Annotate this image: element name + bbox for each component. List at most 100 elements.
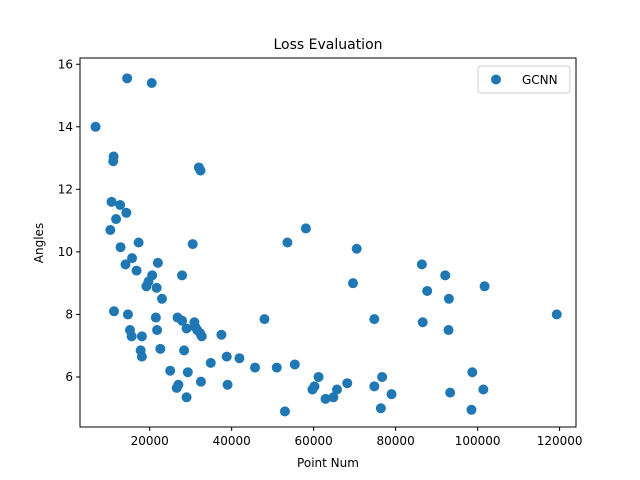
y-tick-label: 12 xyxy=(58,182,73,196)
data-point xyxy=(443,293,454,304)
y-tick-label: 10 xyxy=(58,245,73,259)
data-point xyxy=(146,78,157,89)
data-point xyxy=(121,207,132,218)
data-point xyxy=(109,306,120,317)
data-point xyxy=(90,121,101,132)
data-point xyxy=(177,270,188,281)
data-point xyxy=(479,281,490,292)
data-point xyxy=(289,359,300,370)
data-point xyxy=(478,384,489,395)
data-point xyxy=(422,285,433,296)
data-point xyxy=(127,253,138,264)
data-point xyxy=(440,270,451,281)
plot-frame xyxy=(79,57,577,428)
data-point xyxy=(282,237,293,248)
data-point xyxy=(195,165,206,176)
data-point xyxy=(177,315,188,326)
data-point xyxy=(106,196,117,207)
data-point xyxy=(181,323,192,334)
data-point xyxy=(313,371,324,382)
data-point xyxy=(386,389,397,400)
data-point xyxy=(417,317,428,328)
chart-title: Loss Evaluation xyxy=(273,37,382,53)
y-axis: 6 8 10 12 14 16 xyxy=(58,57,80,384)
data-point xyxy=(115,199,126,210)
data-point xyxy=(416,259,427,270)
data-point xyxy=(131,265,142,276)
x-tick-label: 100000 xyxy=(455,434,501,448)
x-axis: 20000 40000 60000 80000 100000 120000 xyxy=(131,427,583,448)
data-point xyxy=(105,224,116,235)
data-point xyxy=(120,259,131,270)
data-point xyxy=(111,214,122,225)
data-point xyxy=(443,325,454,336)
x-tick-label: 60000 xyxy=(295,434,333,448)
data-point xyxy=(136,351,147,362)
data-point xyxy=(351,243,362,254)
data-point xyxy=(156,293,167,304)
data-point xyxy=(216,329,227,340)
data-point xyxy=(466,404,477,415)
plot-area xyxy=(79,57,577,428)
data-points xyxy=(90,73,562,417)
data-point xyxy=(320,393,331,404)
data-point xyxy=(141,281,152,292)
data-point xyxy=(205,357,216,368)
data-point xyxy=(155,343,166,354)
legend-box xyxy=(477,65,571,94)
data-point xyxy=(171,382,182,393)
data-point xyxy=(152,257,163,268)
data-point xyxy=(181,392,192,403)
data-point xyxy=(222,379,233,390)
data-point xyxy=(271,362,282,373)
legend-marker xyxy=(491,74,501,85)
x-tick-label: 80000 xyxy=(377,434,415,448)
x-tick-label: 20000 xyxy=(131,434,169,448)
data-point xyxy=(221,351,232,362)
data-point xyxy=(332,384,343,395)
data-point xyxy=(259,314,270,325)
data-point xyxy=(151,282,162,293)
data-point xyxy=(250,362,261,373)
x-tick-label: 120000 xyxy=(537,434,583,448)
legend-label-gcnn: GCNN xyxy=(522,73,558,87)
data-point xyxy=(342,378,353,389)
data-point xyxy=(234,353,245,364)
y-tick-label: 8 xyxy=(65,307,73,321)
y-tick-label: 6 xyxy=(65,370,73,384)
data-point xyxy=(108,156,119,167)
data-point xyxy=(196,331,207,342)
data-point xyxy=(279,406,290,417)
y-tick-label: 16 xyxy=(58,57,73,71)
data-point xyxy=(377,371,388,382)
y-axis-label: Angles xyxy=(32,223,46,263)
data-point xyxy=(467,367,478,378)
data-point xyxy=(328,392,339,403)
data-point xyxy=(307,384,318,395)
data-point xyxy=(375,403,386,414)
data-point xyxy=(133,237,144,248)
x-tick-label: 40000 xyxy=(213,434,251,448)
data-point xyxy=(348,278,359,289)
legend: GCNN xyxy=(477,65,571,94)
data-point xyxy=(187,239,198,250)
data-point xyxy=(182,367,193,378)
data-point xyxy=(136,331,147,342)
data-point xyxy=(551,309,562,320)
data-point xyxy=(369,381,380,392)
y-tick-label: 14 xyxy=(58,120,73,134)
data-point xyxy=(152,325,163,336)
data-point xyxy=(195,376,206,387)
data-point xyxy=(165,365,176,376)
data-point xyxy=(179,345,190,356)
data-point xyxy=(122,73,133,84)
data-point xyxy=(126,331,137,342)
data-point xyxy=(369,314,380,325)
data-point xyxy=(445,387,456,398)
data-point xyxy=(300,223,311,234)
data-point xyxy=(115,242,126,253)
x-axis-label: Point Num xyxy=(297,456,359,470)
data-point xyxy=(150,312,161,323)
data-point xyxy=(122,309,133,320)
